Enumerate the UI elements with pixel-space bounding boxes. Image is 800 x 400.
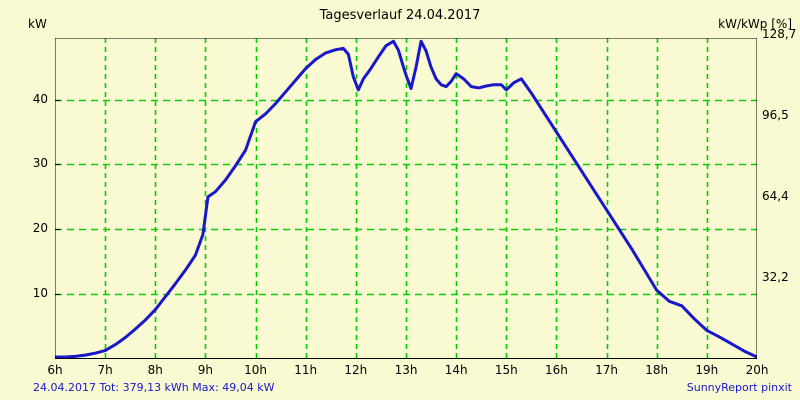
y-axis-right-tick-label: 64,4 <box>762 188 789 203</box>
x-axis-tick-label: 8h <box>147 363 163 377</box>
footer-summary: 24.04.2017 Tot: 379,13 kWh Max: 49,04 kW <box>33 381 275 394</box>
x-axis-tick-label: 7h <box>97 363 113 377</box>
x-axis-tick-label: 10h <box>244 363 267 377</box>
plot-frame <box>55 38 757 359</box>
footer-credit: SunnyReport pinxit <box>686 381 792 394</box>
x-axis-tick-label: 12h <box>344 363 368 377</box>
x-axis-tick-label: 16h <box>544 363 568 377</box>
x-axis-tick-label: 9h <box>197 363 214 377</box>
series-line <box>55 39 757 359</box>
x-axis-tick-label: 17h <box>595 363 618 377</box>
y-axis-left-tick-label: 30 <box>32 156 48 171</box>
y-axis-left-tick-label: 40 <box>32 91 48 106</box>
data-series-layer <box>55 39 757 359</box>
x-axis-tick-label: 19h <box>695 363 719 377</box>
grid-lines <box>55 38 757 359</box>
y-axis-left-tick-label: 20 <box>32 221 48 236</box>
x-axis-tick-label: 13h <box>394 363 418 377</box>
plot-area <box>55 38 757 359</box>
x-axis-tick-label: 20h <box>745 363 769 377</box>
y-axis-left-tick-label: 10 <box>32 286 48 301</box>
x-axis-tick-label: 14h <box>444 363 468 377</box>
chart-title: Tagesverlauf 24.04.2017 <box>319 8 481 23</box>
left-axis-unit-label: kW <box>28 17 47 31</box>
right-axis-unit-label: kW/kWp [%] <box>718 17 792 31</box>
y-axis-right-tick-label: 96,5 <box>762 108 789 123</box>
y-axis-right-tick-label: 32,2 <box>762 269 789 284</box>
chart-canvas <box>55 38 757 359</box>
x-axis-tick-label: 18h <box>645 363 669 377</box>
x-axis-tick-label: 15h <box>494 363 518 377</box>
y-axis-right-tick-label: 128,7 <box>762 26 797 41</box>
x-axis-tick-label: 11h <box>294 363 318 377</box>
plot-background <box>55 38 757 359</box>
x-axis-tick-label: 6h <box>47 363 63 377</box>
